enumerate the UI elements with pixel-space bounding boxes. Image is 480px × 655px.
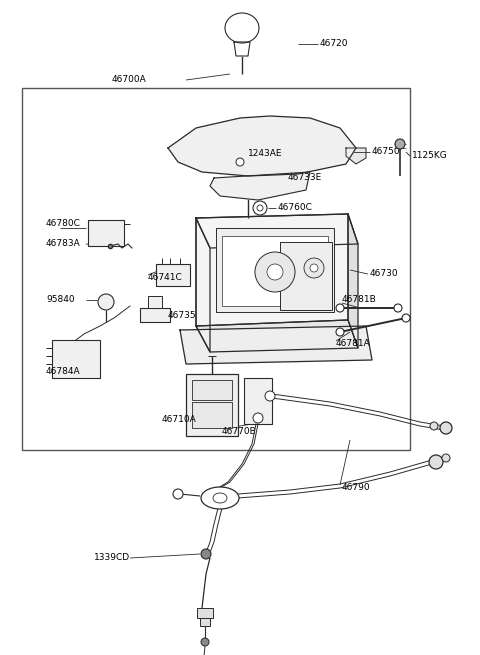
Text: 46710A: 46710A	[162, 415, 197, 424]
Text: 46770B: 46770B	[222, 428, 257, 436]
Text: 46783A: 46783A	[46, 240, 81, 248]
Text: 46735: 46735	[168, 312, 197, 320]
Bar	[192, 402, 232, 428]
Circle shape	[201, 549, 211, 559]
Polygon shape	[168, 116, 356, 176]
Bar	[186, 374, 238, 436]
Bar	[216, 228, 334, 312]
Bar	[140, 308, 170, 322]
Text: 46733E: 46733E	[288, 174, 322, 183]
Polygon shape	[196, 320, 358, 352]
Ellipse shape	[225, 13, 259, 43]
Circle shape	[429, 455, 443, 469]
Text: 46741C: 46741C	[148, 274, 183, 282]
Circle shape	[257, 205, 263, 211]
Circle shape	[394, 304, 402, 312]
Text: 1125KG: 1125KG	[412, 151, 448, 160]
Circle shape	[255, 252, 295, 292]
Bar	[156, 264, 190, 286]
Ellipse shape	[213, 493, 227, 503]
Circle shape	[201, 638, 209, 646]
Bar	[22, 88, 410, 450]
Text: 46750: 46750	[372, 147, 401, 157]
Text: 46720: 46720	[320, 39, 348, 48]
Circle shape	[336, 328, 344, 336]
Bar	[200, 618, 210, 626]
Polygon shape	[210, 172, 310, 200]
Circle shape	[173, 489, 183, 499]
Text: 46730: 46730	[370, 269, 398, 278]
Polygon shape	[234, 42, 250, 56]
Polygon shape	[196, 218, 210, 352]
Bar	[244, 378, 272, 424]
Text: 46784A: 46784A	[46, 367, 81, 377]
Text: 46781B: 46781B	[342, 295, 377, 305]
Bar	[222, 236, 328, 306]
Text: 1243AE: 1243AE	[248, 149, 283, 159]
Circle shape	[98, 294, 114, 310]
Bar	[148, 296, 162, 308]
Circle shape	[430, 422, 438, 430]
Circle shape	[442, 454, 450, 462]
Polygon shape	[196, 214, 348, 326]
Text: 46780C: 46780C	[46, 219, 81, 229]
Bar	[197, 608, 213, 618]
Circle shape	[304, 258, 324, 278]
Circle shape	[265, 391, 275, 401]
Circle shape	[336, 304, 344, 312]
Circle shape	[253, 201, 267, 215]
Circle shape	[440, 422, 452, 434]
Circle shape	[395, 139, 405, 149]
Text: 1339CD: 1339CD	[94, 553, 130, 563]
Bar	[280, 242, 332, 310]
Polygon shape	[180, 326, 372, 364]
Text: 46790: 46790	[342, 483, 371, 493]
Circle shape	[402, 314, 410, 322]
Bar	[88, 220, 124, 246]
Bar	[192, 380, 232, 400]
Text: 46760C: 46760C	[278, 204, 313, 212]
Polygon shape	[346, 148, 366, 164]
Text: 46700A: 46700A	[112, 75, 147, 84]
Bar	[52, 340, 100, 378]
Ellipse shape	[201, 487, 239, 509]
Polygon shape	[348, 214, 358, 348]
Circle shape	[253, 413, 263, 423]
Polygon shape	[196, 214, 358, 248]
Circle shape	[236, 158, 244, 166]
Circle shape	[267, 264, 283, 280]
Circle shape	[310, 264, 318, 272]
Text: 95840: 95840	[46, 295, 74, 305]
Text: 46781A: 46781A	[336, 339, 371, 348]
